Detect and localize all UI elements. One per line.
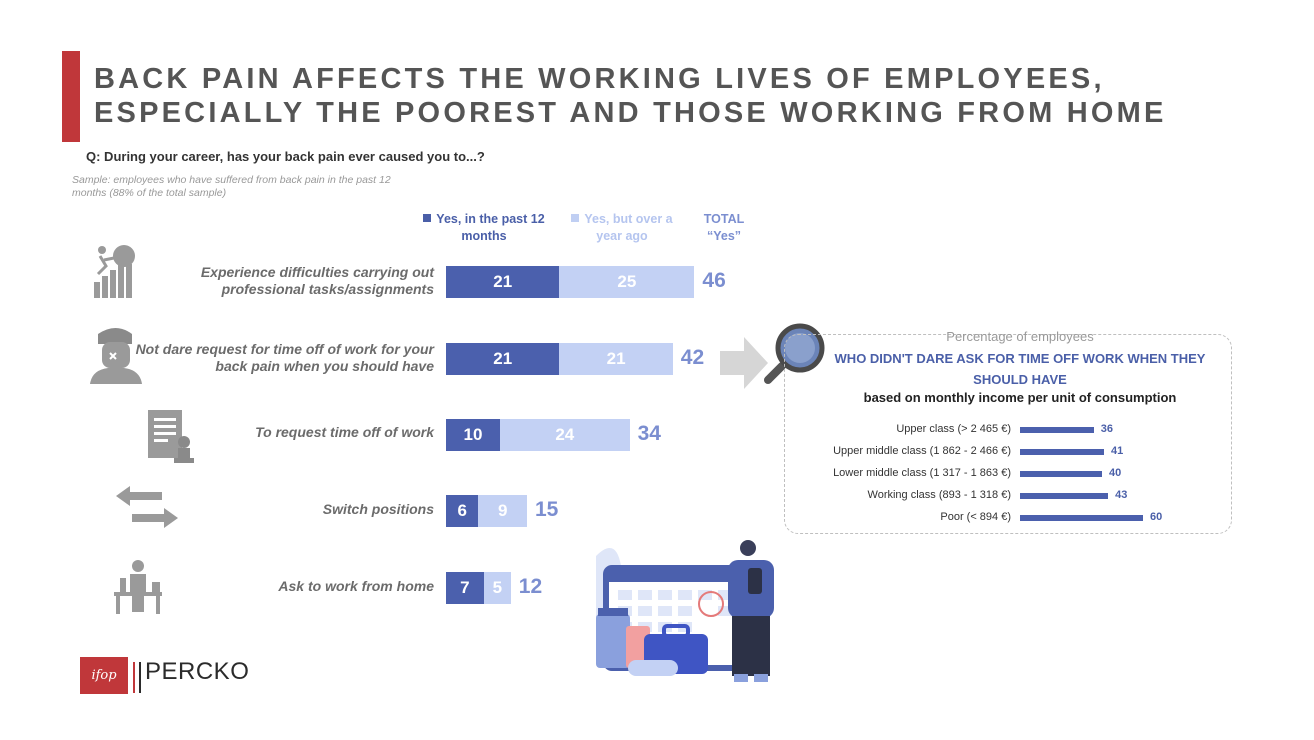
- income-panel: [784, 334, 1232, 534]
- income-bar: [1020, 449, 1105, 455]
- category-label: Not dare request for time off of work fo…: [135, 341, 434, 374]
- bar-series-b: 9: [478, 495, 527, 527]
- calendar-doctor-illustration: [596, 540, 774, 682]
- bar-series-a: 10: [446, 419, 500, 451]
- income-panel-subtitle: based on monthly income per unit of cons…: [863, 390, 1177, 405]
- bar-series-a: 21: [446, 343, 560, 375]
- income-bar: [1020, 471, 1102, 477]
- page-title: BACK PAIN AFFECTS THE WORKING LIVES OF E…: [94, 63, 1167, 129]
- income-bar: [1020, 427, 1094, 433]
- survey-question: Q: During your career, has your back pai…: [86, 149, 485, 164]
- income-value-label: 43: [1115, 489, 1128, 501]
- income-category-label: Lower middle class (1 317 - 1 863 €): [833, 467, 1011, 479]
- legend-label-b: Yes, but over a year ago: [584, 212, 673, 243]
- legend-label-a: Yes, in the past 12 months: [436, 212, 545, 243]
- home-office-icon: [108, 558, 178, 618]
- income-value-label: 36: [1100, 423, 1114, 435]
- switch-arrows-icon: [112, 484, 182, 544]
- bar-series-a: 21: [446, 266, 560, 298]
- total-label: 34: [637, 422, 661, 445]
- income-bar: [1020, 493, 1109, 499]
- climbing-stairs-icon: [88, 244, 158, 304]
- percko-logo: PERCKO: [145, 658, 250, 685]
- bar-series-a: 6: [446, 495, 479, 527]
- sample-note: Sample: employees who have suffered from…: [72, 174, 391, 199]
- income-category-label: Upper middle class (1 862 - 2 466 €): [833, 445, 1011, 457]
- bar-series-a: 7: [446, 572, 484, 604]
- percko-logo-mark: [133, 662, 141, 693]
- legend-series-b: Yes, but over a year ago: [562, 211, 682, 245]
- income-category-label: Poor (< 894 €): [940, 511, 1011, 523]
- income-value-label: 40: [1109, 467, 1122, 479]
- category-label: Ask to work from home: [278, 578, 434, 594]
- legend-series-a: Yes, in the past 12 months: [414, 211, 554, 245]
- bar-series-b: 21: [559, 343, 673, 375]
- total-label: 46: [702, 269, 726, 292]
- income-panel-supertitle: Percentage of employees: [946, 329, 1094, 344]
- stressed-person-icon: [88, 326, 158, 386]
- income-category-label: Upper class (> 2 465 €): [896, 423, 1011, 435]
- title-accent-bar: [62, 51, 80, 142]
- total-label: 15: [535, 498, 559, 521]
- category-label: To request time off of work: [255, 424, 434, 440]
- bar-series-b: 25: [559, 266, 695, 298]
- ifop-logo: ifop: [80, 657, 128, 694]
- legend-swatch-a: [423, 214, 432, 222]
- category-label: Switch positions: [322, 501, 434, 517]
- category-label: Experience difficulties carrying out pro…: [200, 264, 434, 297]
- callout-arrow-icon: [720, 337, 768, 389]
- income-bar: [1020, 515, 1143, 521]
- bar-series-b: 5: [483, 572, 511, 604]
- income-category-label: Working class (893 - 1 318 €): [867, 489, 1011, 501]
- total-label: 42: [680, 346, 705, 369]
- legend-total: TOTAL “Yes”: [703, 212, 745, 243]
- document-request-icon: [144, 408, 214, 468]
- income-panel-title: WHO DIDN'T DARE ASK FOR TIME OFF WORK WH…: [834, 351, 1206, 387]
- bar-series-b: 24: [500, 419, 630, 451]
- income-value-label: 60: [1150, 511, 1163, 523]
- legend-swatch-b: [571, 214, 580, 222]
- total-label: 12: [518, 575, 543, 598]
- income-value-label: 41: [1111, 445, 1124, 457]
